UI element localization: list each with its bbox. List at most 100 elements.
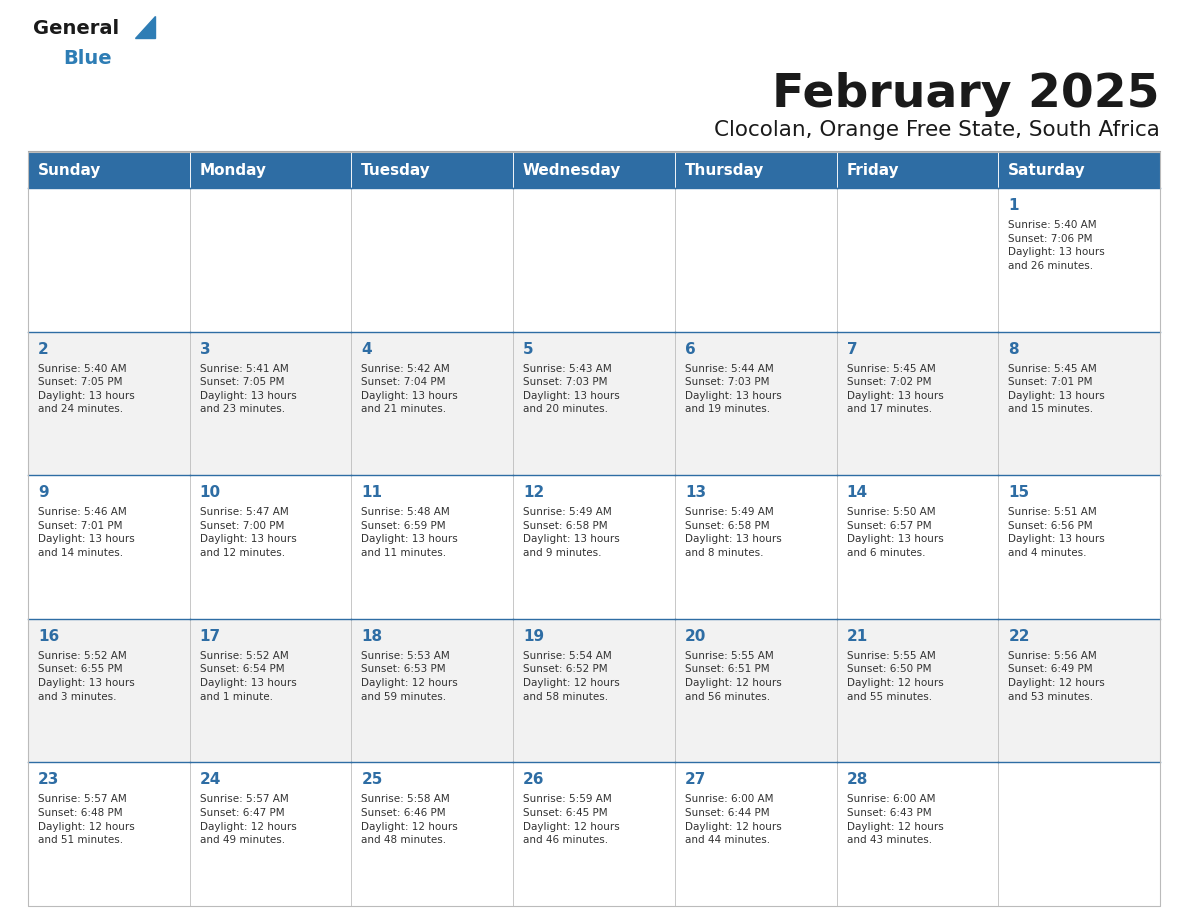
Polygon shape [135,16,154,38]
Text: 8: 8 [1009,341,1019,356]
Bar [675,331,836,476]
Bar [29,476,190,619]
Bar [998,188,1159,331]
Bar [352,476,513,619]
Text: Sunrise: 5:45 AM
Sunset: 7:02 PM
Daylight: 13 hours
and 17 minutes.: Sunrise: 5:45 AM Sunset: 7:02 PM Dayligh… [847,364,943,414]
Text: 21: 21 [847,629,867,644]
Text: 5: 5 [523,341,533,356]
Text: 7: 7 [847,341,858,356]
Text: 26: 26 [523,772,544,788]
Text: Wednesday: Wednesday [523,162,621,177]
Text: Sunrise: 5:55 AM
Sunset: 6:51 PM
Daylight: 12 hours
and 56 minutes.: Sunrise: 5:55 AM Sunset: 6:51 PM Dayligh… [684,651,782,701]
Text: Sunrise: 5:50 AM
Sunset: 6:57 PM
Daylight: 13 hours
and 6 minutes.: Sunrise: 5:50 AM Sunset: 6:57 PM Dayligh… [847,508,943,558]
Bar [29,188,190,331]
Text: Sunrise: 6:00 AM
Sunset: 6:44 PM
Daylight: 12 hours
and 44 minutes.: Sunrise: 6:00 AM Sunset: 6:44 PM Dayligh… [684,794,782,845]
Bar [352,619,513,763]
Bar [675,152,836,188]
Text: 12: 12 [523,486,544,500]
Text: Sunrise: 5:58 AM
Sunset: 6:46 PM
Daylight: 12 hours
and 48 minutes.: Sunrise: 5:58 AM Sunset: 6:46 PM Dayligh… [361,794,459,845]
Bar [513,331,675,476]
Text: 24: 24 [200,772,221,788]
Text: 18: 18 [361,629,383,644]
Text: 4: 4 [361,341,372,356]
Bar [29,763,190,906]
Bar [352,763,513,906]
Bar [190,331,352,476]
Text: 28: 28 [847,772,868,788]
Text: Sunday: Sunday [38,162,101,177]
Bar [836,763,998,906]
Text: Sunrise: 5:44 AM
Sunset: 7:03 PM
Daylight: 13 hours
and 19 minutes.: Sunrise: 5:44 AM Sunset: 7:03 PM Dayligh… [684,364,782,414]
Bar [29,152,1159,906]
Bar [998,331,1159,476]
Text: Sunrise: 5:48 AM
Sunset: 6:59 PM
Daylight: 13 hours
and 11 minutes.: Sunrise: 5:48 AM Sunset: 6:59 PM Dayligh… [361,508,459,558]
Text: 23: 23 [38,772,59,788]
Bar [836,619,998,763]
Text: Clocolan, Orange Free State, South Africa: Clocolan, Orange Free State, South Afric… [714,120,1159,140]
Bar [836,188,998,331]
Text: Sunrise: 5:47 AM
Sunset: 7:00 PM
Daylight: 13 hours
and 12 minutes.: Sunrise: 5:47 AM Sunset: 7:00 PM Dayligh… [200,508,297,558]
Bar [29,152,190,188]
Bar [352,331,513,476]
Bar [352,188,513,331]
Text: 20: 20 [684,629,706,644]
Text: General: General [33,19,119,38]
Bar [836,476,998,619]
Text: Sunrise: 5:40 AM
Sunset: 7:06 PM
Daylight: 13 hours
and 26 minutes.: Sunrise: 5:40 AM Sunset: 7:06 PM Dayligh… [1009,220,1105,271]
Text: 19: 19 [523,629,544,644]
Bar [513,152,675,188]
Text: 6: 6 [684,341,696,356]
Text: 16: 16 [38,629,59,644]
Text: 2: 2 [38,341,49,356]
Text: Tuesday: Tuesday [361,162,431,177]
Text: Sunrise: 5:51 AM
Sunset: 6:56 PM
Daylight: 13 hours
and 4 minutes.: Sunrise: 5:51 AM Sunset: 6:56 PM Dayligh… [1009,508,1105,558]
Text: Sunrise: 5:57 AM
Sunset: 6:48 PM
Daylight: 12 hours
and 51 minutes.: Sunrise: 5:57 AM Sunset: 6:48 PM Dayligh… [38,794,134,845]
Text: Blue: Blue [63,49,112,68]
Bar [675,188,836,331]
Text: 1: 1 [1009,198,1019,213]
Text: 11: 11 [361,486,383,500]
Text: 25: 25 [361,772,383,788]
Text: 17: 17 [200,629,221,644]
Text: Sunrise: 5:41 AM
Sunset: 7:05 PM
Daylight: 13 hours
and 23 minutes.: Sunrise: 5:41 AM Sunset: 7:05 PM Dayligh… [200,364,297,414]
Bar [836,152,998,188]
Bar [513,476,675,619]
Bar [29,619,190,763]
Text: Sunrise: 5:52 AM
Sunset: 6:54 PM
Daylight: 13 hours
and 1 minute.: Sunrise: 5:52 AM Sunset: 6:54 PM Dayligh… [200,651,297,701]
Bar [513,619,675,763]
Text: 15: 15 [1009,486,1030,500]
Text: 27: 27 [684,772,706,788]
Bar [836,331,998,476]
Text: Sunrise: 5:42 AM
Sunset: 7:04 PM
Daylight: 13 hours
and 21 minutes.: Sunrise: 5:42 AM Sunset: 7:04 PM Dayligh… [361,364,459,414]
Bar [190,619,352,763]
Text: Sunrise: 5:52 AM
Sunset: 6:55 PM
Daylight: 13 hours
and 3 minutes.: Sunrise: 5:52 AM Sunset: 6:55 PM Dayligh… [38,651,134,701]
Text: Sunrise: 5:43 AM
Sunset: 7:03 PM
Daylight: 13 hours
and 20 minutes.: Sunrise: 5:43 AM Sunset: 7:03 PM Dayligh… [523,364,620,414]
Text: Sunrise: 5:55 AM
Sunset: 6:50 PM
Daylight: 12 hours
and 55 minutes.: Sunrise: 5:55 AM Sunset: 6:50 PM Dayligh… [847,651,943,701]
Bar [675,476,836,619]
Bar [675,763,836,906]
Text: Sunrise: 6:00 AM
Sunset: 6:43 PM
Daylight: 12 hours
and 43 minutes.: Sunrise: 6:00 AM Sunset: 6:43 PM Dayligh… [847,794,943,845]
Text: Sunrise: 5:53 AM
Sunset: 6:53 PM
Daylight: 12 hours
and 59 minutes.: Sunrise: 5:53 AM Sunset: 6:53 PM Dayligh… [361,651,459,701]
Text: Sunrise: 5:56 AM
Sunset: 6:49 PM
Daylight: 12 hours
and 53 minutes.: Sunrise: 5:56 AM Sunset: 6:49 PM Dayligh… [1009,651,1105,701]
Bar [352,152,513,188]
Text: Sunrise: 5:40 AM
Sunset: 7:05 PM
Daylight: 13 hours
and 24 minutes.: Sunrise: 5:40 AM Sunset: 7:05 PM Dayligh… [38,364,134,414]
Bar [998,152,1159,188]
Text: 22: 22 [1009,629,1030,644]
Bar [190,152,352,188]
Bar [190,763,352,906]
Bar [29,331,190,476]
Bar [675,619,836,763]
Text: Sunrise: 5:49 AM
Sunset: 6:58 PM
Daylight: 13 hours
and 9 minutes.: Sunrise: 5:49 AM Sunset: 6:58 PM Dayligh… [523,508,620,558]
Text: 3: 3 [200,341,210,356]
Text: 10: 10 [200,486,221,500]
Bar [998,619,1159,763]
Text: 9: 9 [38,486,49,500]
Text: Sunrise: 5:59 AM
Sunset: 6:45 PM
Daylight: 12 hours
and 46 minutes.: Sunrise: 5:59 AM Sunset: 6:45 PM Dayligh… [523,794,620,845]
Bar [513,763,675,906]
Bar [513,188,675,331]
Bar [998,476,1159,619]
Text: Sunrise: 5:54 AM
Sunset: 6:52 PM
Daylight: 12 hours
and 58 minutes.: Sunrise: 5:54 AM Sunset: 6:52 PM Dayligh… [523,651,620,701]
Text: Friday: Friday [846,162,899,177]
Text: 14: 14 [847,486,867,500]
Text: Thursday: Thursday [684,162,764,177]
